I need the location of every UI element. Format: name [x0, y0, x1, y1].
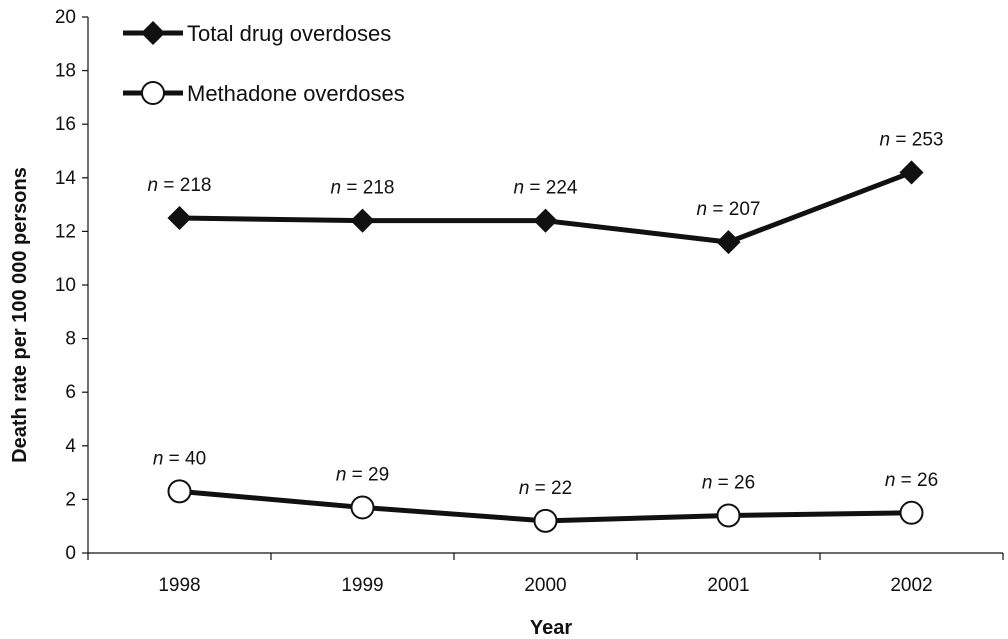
data-label: n = 29 [336, 464, 389, 485]
x-axis-title: Year [530, 617, 572, 639]
data-label: n = 224 [514, 178, 578, 199]
legend-item-1: Total drug overdoses [123, 20, 391, 46]
legend-label: Total drug overdoses [187, 21, 391, 46]
data-label: n = 253 [880, 129, 944, 150]
y-tick-label: 10 [55, 275, 76, 296]
data-label: n = 218 [331, 178, 395, 199]
data-point-diamond [716, 230, 741, 255]
data-point-diamond [350, 208, 375, 233]
x-tick-label: 2001 [707, 575, 749, 596]
data-point-circle [167, 479, 192, 504]
data-label: n = 218 [148, 175, 212, 196]
data-point-circle [533, 508, 558, 533]
y-tick-label: 8 [65, 329, 76, 350]
y-tick-label: 14 [55, 168, 77, 189]
data-label: n = 207 [697, 199, 761, 220]
y-axis-title: Death rate per 100 000 persons [9, 167, 31, 463]
data-label: n = 22 [519, 478, 572, 499]
data-point-circle [350, 495, 375, 520]
x-tick-label: 1998 [158, 575, 200, 596]
y-tick-label: 6 [65, 382, 76, 403]
data-point-circle [716, 503, 741, 528]
data-label: n = 26 [885, 470, 938, 491]
y-tick-label: 16 [55, 114, 76, 135]
legend-marker-circle [141, 81, 165, 105]
series-group: n = 218 n = 218 n = 224 n = 207 n = 253 n = 4… [148, 129, 944, 533]
series-1: n = 218 n = 218 n = 224 n = 207 n = 253 [148, 129, 944, 255]
legend-label: Methadone overdoses [187, 81, 405, 106]
y-tick-label: 0 [65, 543, 76, 564]
y-tick-label: 4 [65, 436, 76, 457]
x-tick-label: 2000 [524, 575, 566, 596]
data-label: n = 40 [153, 448, 206, 469]
x-tick-label: 2002 [890, 575, 932, 596]
legend-marker-diamond [140, 20, 166, 46]
data-point-diamond [167, 205, 192, 231]
axes: 0 2 4 6 8 10 12 14 16 18 20 1998 1999 2000 2001 2002 [55, 7, 1004, 596]
x-tick-label: 1999 [341, 575, 383, 596]
legend-item-2: Methadone overdoses [123, 81, 405, 106]
legend: Total drug overdoses Methadone overdoses [123, 20, 405, 106]
y-tick-label: 20 [55, 7, 76, 28]
y-tick-label: 18 [55, 61, 76, 82]
y-tick-label: 12 [55, 221, 76, 242]
data-point-diamond [533, 208, 558, 233]
y-tick-label: 2 [65, 489, 76, 510]
series-2: n = 40 n = 29 n = 22 n = 26 n = 26 [153, 448, 938, 533]
data-label: n = 26 [702, 472, 755, 493]
data-point-circle [899, 500, 924, 525]
data-point-diamond [899, 160, 924, 185]
